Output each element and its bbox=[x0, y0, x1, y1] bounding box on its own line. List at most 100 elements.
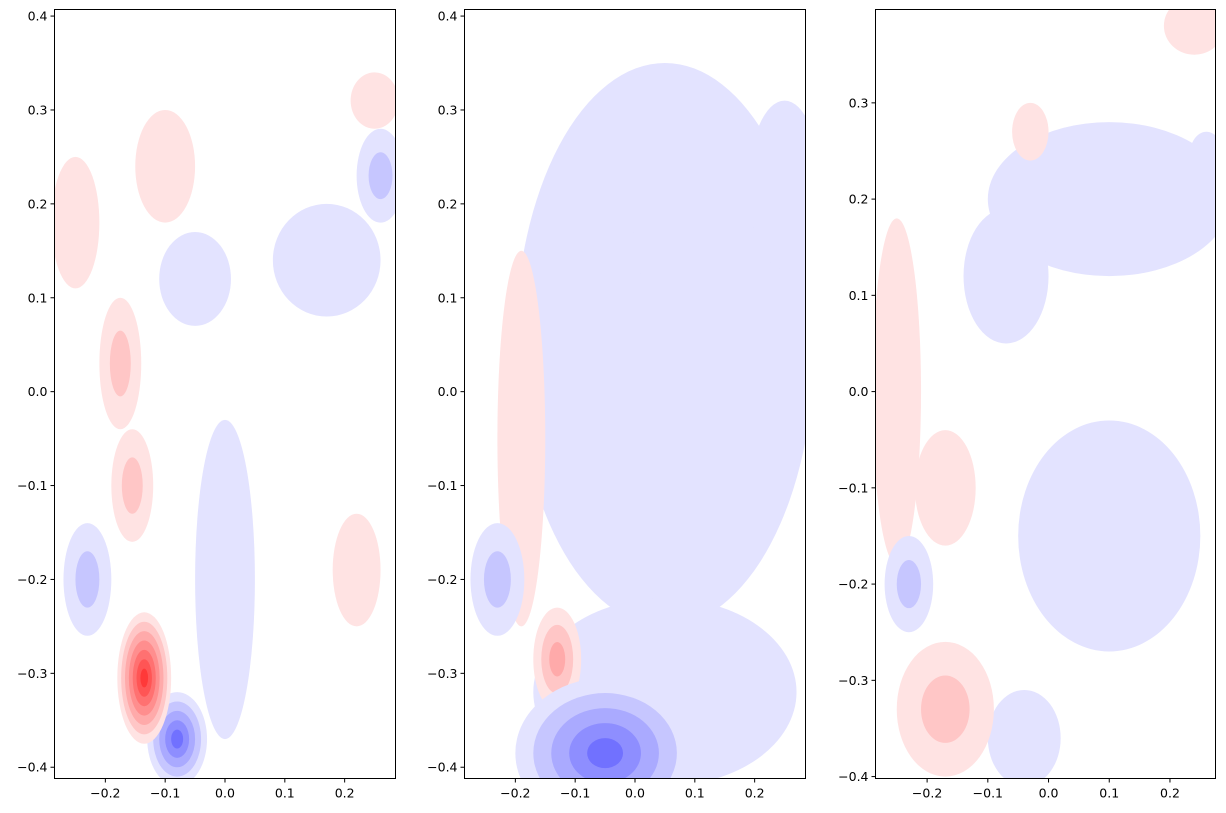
contour-feature-negative bbox=[963, 208, 1049, 344]
contour-feature-positive bbox=[914, 430, 976, 546]
contour-feature-negative bbox=[987, 689, 1061, 779]
x-axis-right: −0.2 −0.1 0.0 0.1 0.2 bbox=[912, 778, 1180, 801]
contour-band-negative-level-1 bbox=[1018, 420, 1201, 652]
contour-feature-positive bbox=[1163, 9, 1216, 55]
y-tick-label: 0.2 bbox=[438, 196, 458, 211]
x-tick-label: 0.1 bbox=[1099, 786, 1119, 801]
contour-band-positive-level-1 bbox=[1163, 9, 1216, 55]
contour-band-positive-level-2 bbox=[109, 330, 131, 397]
contour-plot-middle bbox=[464, 9, 806, 779]
x-tick-label: 0.2 bbox=[1160, 786, 1180, 801]
contour-feature-positive bbox=[54, 156, 100, 289]
y-tick-label: −0.1 bbox=[838, 480, 868, 495]
y-tick-label: 0.4 bbox=[438, 9, 458, 24]
contour-band-negative-level-1 bbox=[987, 689, 1061, 779]
contour-feature-negative bbox=[470, 523, 525, 636]
contour-feature-negative bbox=[515, 63, 806, 627]
contour-band-negative-level-1 bbox=[748, 100, 806, 270]
x-tick-label: 0.2 bbox=[335, 786, 355, 801]
y-tick-label: −0.3 bbox=[427, 666, 457, 681]
x-tick-label: 0.1 bbox=[275, 786, 295, 801]
y-tick-label: −0.3 bbox=[838, 673, 868, 688]
y-tick-label: −0.4 bbox=[17, 760, 47, 775]
panel-middle: −0.2 −0.1 0.0 0.1 0.2 −0.4 −0.3 −0.2 −0.1 0.0 0.1… bbox=[427, 9, 806, 801]
contour-feature-negative bbox=[884, 535, 934, 633]
contour-feature-positive bbox=[350, 72, 396, 129]
contour-band-positive-level-1 bbox=[135, 109, 196, 223]
x-tick-label: 0.0 bbox=[1039, 786, 1059, 801]
contour-feature-negative bbox=[1018, 420, 1201, 652]
contour-band-positive-level-2 bbox=[121, 457, 143, 514]
x-tick-label: −0.1 bbox=[560, 786, 590, 801]
contour-band-positive-level-1 bbox=[350, 72, 396, 129]
x-tick-label: −0.2 bbox=[90, 786, 120, 801]
contour-feature-positive bbox=[99, 297, 142, 430]
y-tick-label: −0.2 bbox=[427, 572, 457, 587]
contour-band-positive-level-1 bbox=[914, 430, 976, 546]
contour-feature-negative bbox=[159, 232, 231, 326]
contour-feature-negative bbox=[515, 678, 695, 779]
contour-band-negative-level-2 bbox=[896, 560, 922, 609]
y-tick-label: 0.3 bbox=[849, 95, 869, 110]
contour-band-positive-level-1 bbox=[332, 513, 381, 627]
panel-left: −0.2 −0.1 0.0 0.1 0.2 −0.4 −0.3 −0.2 −0.1 0.0 0.1… bbox=[17, 9, 396, 801]
contour-feature-positive bbox=[332, 513, 381, 627]
contour-band-negative-level-5 bbox=[587, 738, 624, 769]
contour-band-negative-level-5 bbox=[171, 729, 184, 749]
y-tick-label: 0.0 bbox=[28, 384, 48, 399]
contour-feature-negative bbox=[987, 122, 1216, 277]
x-axis-left: −0.2 −0.1 0.0 0.1 0.2 bbox=[90, 778, 355, 801]
x-tick-label: −0.1 bbox=[150, 786, 180, 801]
y-tick-label: −0.4 bbox=[427, 760, 457, 775]
contour-feature-positive bbox=[135, 109, 196, 223]
x-tick-label: 0.0 bbox=[215, 786, 235, 801]
x-tick-label: −0.1 bbox=[973, 786, 1003, 801]
contour-feature-negative bbox=[272, 203, 381, 317]
contour-feature-negative bbox=[569, 203, 641, 355]
contour-band-positive-level-1 bbox=[1012, 102, 1049, 161]
contour-band-negative-level-1 bbox=[569, 203, 641, 355]
x-axis-middle: −0.2 −0.1 0.0 0.1 0.2 bbox=[500, 778, 765, 801]
contour-band-negative-level-1 bbox=[1188, 131, 1216, 190]
y-tick-label: 0.1 bbox=[849, 288, 869, 303]
y-tick-label: −0.2 bbox=[17, 572, 47, 587]
axes-frame-right bbox=[875, 9, 1216, 779]
contour-band-positive-level-1 bbox=[875, 218, 922, 565]
y-tick-label: 0.1 bbox=[28, 290, 48, 305]
y-tick-label: 0.0 bbox=[438, 384, 458, 399]
contour-band-positive-level-3 bbox=[549, 642, 566, 677]
contour-band-negative-level-2 bbox=[75, 551, 100, 608]
y-tick-label: −0.1 bbox=[427, 478, 457, 493]
x-tick-label: 0.2 bbox=[745, 786, 765, 801]
y-tick-label: 0.1 bbox=[438, 290, 458, 305]
x-tick-label: −0.2 bbox=[912, 786, 942, 801]
x-tick-label: −0.2 bbox=[500, 786, 530, 801]
y-tick-label: 0.3 bbox=[28, 102, 48, 117]
contour-band-positive-level-2 bbox=[921, 675, 970, 743]
y-axis-right: −0.4 −0.3 −0.2 −0.1 0.0 0.1 0.2 0.3 bbox=[838, 95, 876, 784]
panel-right: −0.2 −0.1 0.0 0.1 0.2 −0.4 −0.3 −0.2 −0.1 0.0 0.1… bbox=[838, 9, 1216, 801]
y-tick-label: −0.1 bbox=[17, 478, 47, 493]
contour-feature-negative bbox=[195, 419, 255, 740]
contour-band-negative-level-2 bbox=[483, 551, 511, 608]
contour-band-negative-level-1 bbox=[987, 122, 1216, 277]
contour-feature-negative bbox=[356, 128, 396, 223]
contour-band-negative-level-1 bbox=[963, 208, 1049, 344]
contour-band-negative-level-1 bbox=[515, 63, 806, 627]
contour-band-positive-level-7 bbox=[140, 668, 149, 688]
contour-band-negative-level-1 bbox=[159, 232, 231, 326]
y-tick-label: 0.2 bbox=[849, 192, 869, 207]
contour-feature-negative bbox=[63, 523, 112, 636]
y-axis-middle: −0.4 −0.3 −0.2 −0.1 0.0 0.1 0.2 0.3 0.4 bbox=[427, 9, 465, 775]
contour-feature-positive bbox=[896, 641, 994, 777]
contour-plot-right bbox=[875, 9, 1216, 779]
y-tick-label: −0.4 bbox=[838, 769, 868, 784]
contour-band-negative-level-1 bbox=[195, 419, 255, 740]
y-tick-label: 0.2 bbox=[28, 196, 48, 211]
y-tick-label: 0.4 bbox=[28, 9, 48, 24]
contour-band-positive-level-1 bbox=[54, 156, 100, 289]
contour-feature-positive bbox=[117, 612, 172, 744]
y-tick-label: −0.2 bbox=[838, 577, 868, 592]
contour-band-negative-level-2 bbox=[368, 152, 393, 200]
